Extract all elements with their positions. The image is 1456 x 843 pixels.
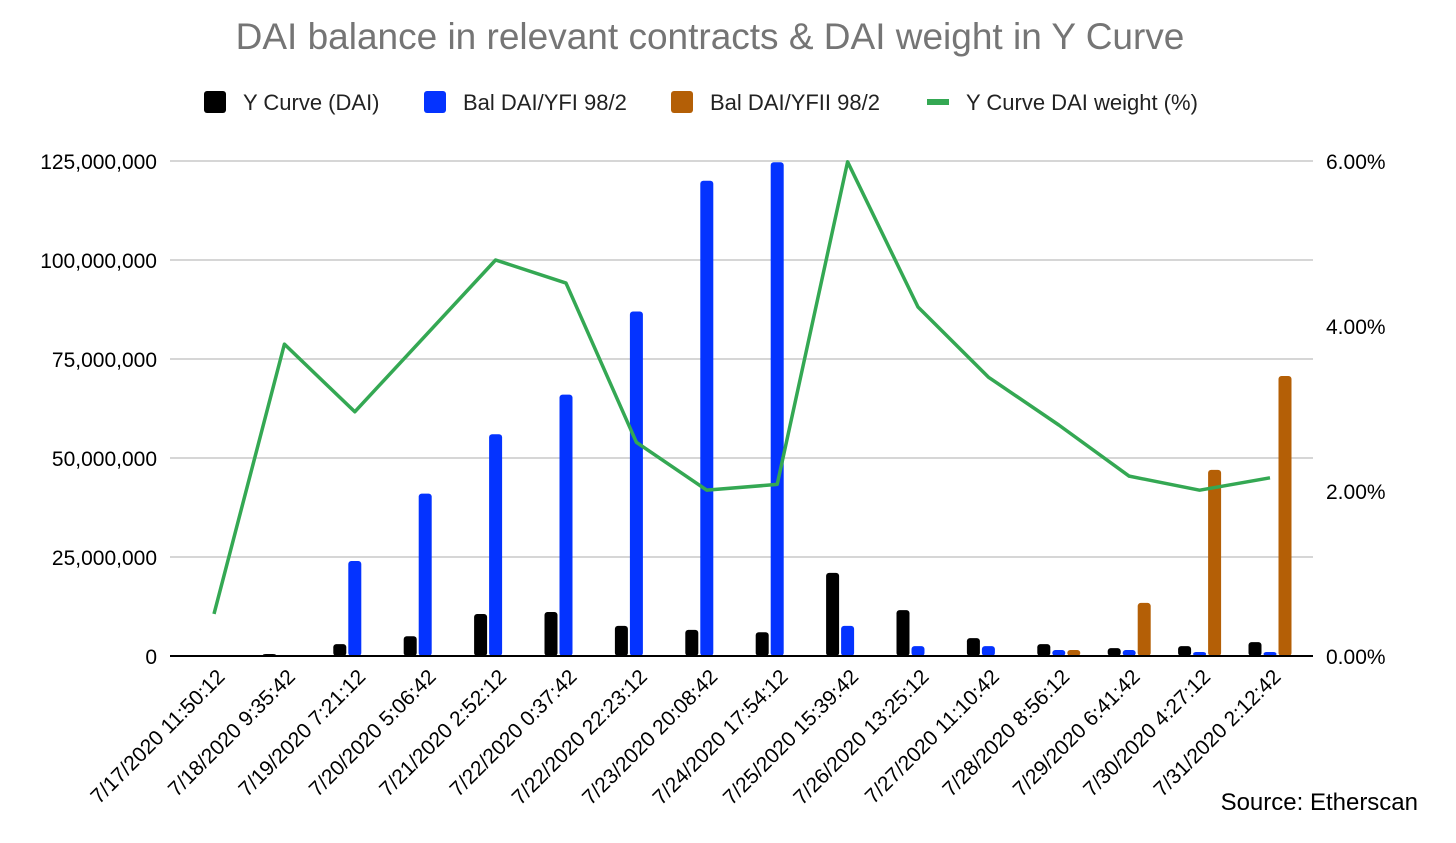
left-axis-tick-label: 0 [145,646,157,669]
bar-bal-dai-yfi-98-2 [629,311,643,656]
x-axis-tick-label: 7/27/2020 11:10:42 [861,665,1004,808]
legend-label: Y Curve DAI weight (%) [966,90,1198,115]
legend-swatch [424,91,446,113]
bar-bal-dai-yfi-98-2 [1052,650,1066,656]
x-axis-tick-label: 7/17/2020 11:50:12 [86,665,229,808]
right-axis-tick-label: 6.00% [1326,151,1386,174]
left-axis-tick-label: 125,000,000 [40,151,157,174]
x-axis-tick-label: 7/21/2020 2:52:12 [375,665,511,801]
bar-y-curve-dai- [403,636,417,656]
bar-bal-dai-yfi-98-2 [418,493,432,656]
bar-y-curve-dai- [474,614,488,656]
bar-bal-dai-yfi-98-2 [700,180,714,657]
bar-bal-dai-yfii-98-2 [1137,602,1151,656]
left-axis-tick-label: 25,000,000 [52,547,157,570]
bar-bal-dai-yfi-98-2 [770,162,784,657]
bar-y-curve-dai- [896,610,910,656]
bar-y-curve-dai- [826,572,840,656]
x-axis-tick-label: 7/22/2020 0:37:42 [446,665,582,801]
bar-y-curve-dai- [1178,646,1192,656]
bar-bal-dai-yfii-98-2 [1208,469,1222,656]
left-axis-tick-label: 50,000,000 [52,448,157,471]
x-axis-tick-label: 7/19/2020 7:21:12 [234,665,370,801]
bar-y-curve-dai- [544,612,558,656]
bar-bal-dai-yfi-98-2 [489,434,503,656]
bar-y-curve-dai- [685,629,699,656]
legend-swatch [671,91,693,113]
line-y-curve-dai-weight [212,160,1271,615]
bar-y-curve-dai- [966,638,980,656]
legend-label: Y Curve (DAI) [243,90,380,115]
bar-bal-dai-yfi-98-2 [348,560,362,656]
bar-y-curve-dai- [1037,644,1051,656]
bars [262,162,1292,657]
x-axis-tick-label: 7/24/2020 17:54:12 [648,665,792,809]
legend: Y Curve (DAI) Bal DAI/YFI 98/2 Bal DAI/YFI… [204,90,1198,115]
x-axis-tick-label: 7/30/2020 4:27:12 [1079,665,1215,801]
gridlines [170,160,1313,558]
bar-bal-dai-yfii-98-2 [1278,376,1292,656]
legend-swatch [204,91,226,113]
right-axis-tick-label: 4.00% [1326,316,1386,339]
bar-bal-dai-yfi-98-2 [1122,650,1136,656]
legend-label: Bal DAI/YFI 98/2 [463,90,627,115]
line-series [212,160,1271,615]
bar-bal-dai-yfi-98-2 [911,646,925,656]
bar-y-curve-dai- [333,644,347,656]
x-axis-tick-label: 7/28/2020 8:56:12 [938,665,1074,801]
bar-y-curve-dai- [1107,648,1121,656]
left-axis-tick-label: 75,000,000 [52,349,157,372]
bar-bal-dai-yfii-98-2 [1067,650,1081,656]
x-axis-tick-label: 7/29/2020 6:41:42 [1009,665,1145,801]
right-axis-tick-label: 2.00% [1326,481,1386,504]
x-axis-tick-label: 7/26/2020 13:25:12 [789,665,933,809]
bar-bal-dai-yfi-98-2 [841,625,855,656]
bar-y-curve-dai- [1248,642,1262,656]
bar-bal-dai-yfi-98-2 [559,394,573,656]
x-axis-tick-label: 7/18/2020 9:35:42 [164,665,300,801]
chart-title: DAI balance in relevant contracts & DAI … [236,16,1185,57]
x-axis-tick-label: 7/20/2020 5:06:42 [305,665,441,801]
left-axis-tick-label: 100,000,000 [40,250,157,273]
legend-label: Bal DAI/YFII 98/2 [710,90,880,115]
x-axis-tick-label: 7/25/2020 15:39:42 [719,665,863,809]
x-axis-tick-label: 7/22/2020 22:23:12 [508,665,652,809]
x-axis-tick-label: 7/23/2020 20:08:42 [578,665,722,809]
source-note: Source: Etherscan [1221,789,1418,816]
right-axis-tick-label: 0.00% [1326,646,1386,669]
bar-y-curve-dai- [614,625,628,656]
x-axis-tick-label: 7/31/2020 2:12:42 [1150,665,1286,801]
bar-bal-dai-yfi-98-2 [981,646,995,656]
bar-y-curve-dai- [755,632,769,656]
legend-swatch [927,99,949,105]
